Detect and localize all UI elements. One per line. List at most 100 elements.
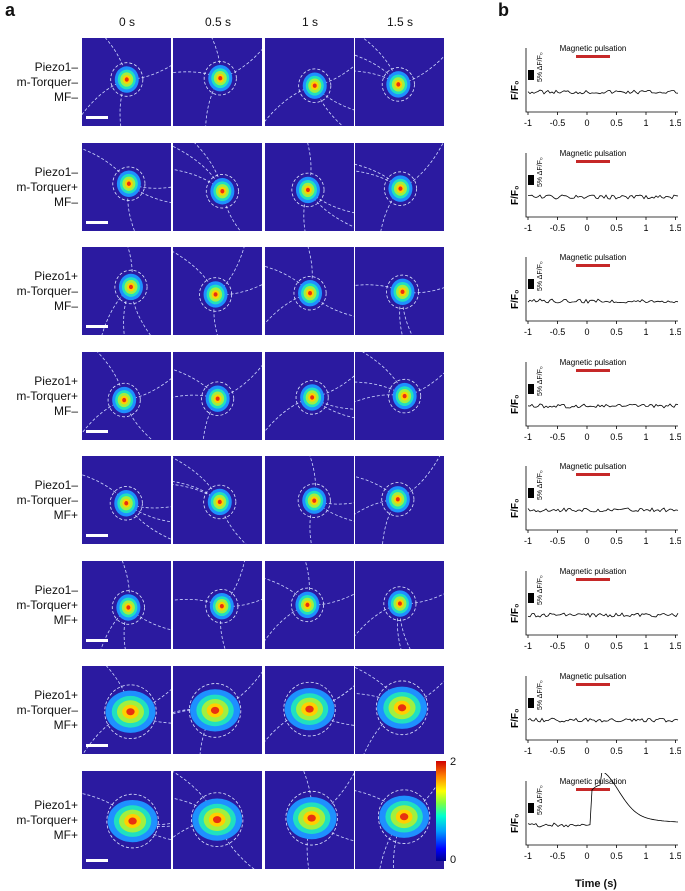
x-tick-label: -1 <box>524 327 532 337</box>
stimulus-bar <box>576 473 610 476</box>
x-tick-label: -0.5 <box>550 746 566 756</box>
row-label-line: Piezo1– <box>34 583 78 597</box>
cell-image <box>173 671 262 754</box>
cell-intensity-layer <box>402 393 407 399</box>
trace-ylabel: F/F₀ <box>510 498 521 518</box>
cell-outline <box>295 380 329 415</box>
x-tick-label: 1.5 <box>669 746 681 756</box>
trace-xlabel: Time (s) <box>575 878 617 890</box>
row-label-line: m-Torquer+ <box>16 180 78 194</box>
row-label: Piezo1+ m-Torquer+ MF– <box>2 374 78 419</box>
stimulus-label: Magnetic pulsation <box>560 44 627 53</box>
x-tick-label: 0 <box>584 327 589 337</box>
x-tick-label: 1.5 <box>669 432 681 442</box>
row-label-line: Piezo1– <box>34 60 78 74</box>
scale-bar-trace <box>528 698 534 708</box>
time-label: 1.5 s <box>386 15 413 29</box>
fluorescence-image-tile <box>173 561 262 649</box>
stimulus-bar <box>576 55 610 58</box>
trace-panel: -1 -0.5 0 0.5 1 1.5 F/F₀ 5% ΔF/F₀ Magnetic pulsa… <box>506 354 682 450</box>
trace-scale-label: 5% ΔF/F₀ <box>537 366 544 396</box>
row-label-line: Piezo1+ <box>34 798 78 812</box>
row-label-line: Piezo1– <box>34 478 78 492</box>
scale-bar-trace <box>528 488 534 498</box>
cell-intensity-layer <box>395 497 400 502</box>
cell-intensity-layer <box>305 602 310 608</box>
x-tick-label: 0 <box>584 641 589 651</box>
cell-image <box>100 561 171 649</box>
x-tick-label: 0 <box>584 851 589 861</box>
cell-image <box>297 456 354 544</box>
fluorescence-image-tile <box>355 247 444 335</box>
fluorescence-image-tile <box>82 352 171 440</box>
x-tick-label: -1 <box>524 118 532 128</box>
cell-image <box>173 364 262 440</box>
x-tick-label: 0.5 <box>610 223 623 233</box>
cell-image <box>265 247 354 325</box>
cell-outline <box>191 792 244 847</box>
x-tick-label: 1 <box>643 223 648 233</box>
cell-image <box>285 771 354 869</box>
fluorescence-image-tile <box>355 666 444 754</box>
x-tick-label: -1 <box>524 223 532 233</box>
trace-panel: -1 -0.5 0 0.5 1 1.5 F/F₀ 5% ΔF/F₀ Magnetic pulsa… <box>506 40 682 136</box>
cell-image <box>265 65 354 126</box>
row-label: Piezo1– m-Torquer+ MF– <box>2 165 78 210</box>
x-tick-label: 1 <box>643 327 648 337</box>
cell-image <box>82 474 171 540</box>
row-label-line: m-Torquer– <box>16 703 78 717</box>
scale-bar <box>86 430 108 433</box>
stimulus-label: Magnetic pulsation <box>560 253 627 262</box>
trace-axes <box>525 781 678 846</box>
row-label-line: Piezo1+ <box>34 374 78 388</box>
cell-intensity-layer <box>308 290 313 296</box>
cell-outline <box>111 590 145 625</box>
x-tick-label: -0.5 <box>550 432 566 442</box>
cell-image <box>173 247 262 335</box>
x-tick-label: -0.5 <box>550 327 566 337</box>
time-label: 0.5 s <box>204 15 231 29</box>
cell-intensity-layer <box>307 814 316 822</box>
x-tick-label: -1 <box>524 641 532 651</box>
x-tick-label: 0 <box>584 746 589 756</box>
cell-intensity-layer <box>215 396 220 401</box>
x-tick-label: 0.5 <box>610 746 623 756</box>
fluorescence-image-tile <box>173 771 262 869</box>
row-label-line: MF– <box>54 404 78 418</box>
x-tick-label: 1 <box>643 432 648 442</box>
fluorescence-image-tile <box>265 352 354 440</box>
trace-axes <box>525 257 678 322</box>
cell-intensity-layer <box>397 601 402 606</box>
cell-intensity-layer <box>397 704 407 712</box>
cell-outline <box>107 382 141 418</box>
colorbar-max-label: 2 <box>450 756 457 768</box>
cell-image <box>355 666 444 754</box>
cell-image <box>355 143 444 231</box>
scale-bar-trace <box>528 175 534 185</box>
trace-panel: -1 -0.5 0 0.5 1 1.5 F/F₀ 5% ΔF/F₀ Magnetic pulsa… <box>506 563 682 659</box>
fluorescence-image-tile <box>265 247 354 335</box>
x-tick-label: 1.5 <box>669 536 681 546</box>
scale-bar-trace <box>528 70 534 80</box>
cell-image <box>173 38 262 126</box>
fluorescence-image-tile <box>355 456 444 544</box>
x-tick-label: -0.5 <box>550 223 566 233</box>
cell-image <box>265 561 354 642</box>
fluorescence-image-tile <box>265 143 354 231</box>
fluorescence-trace <box>527 403 679 409</box>
x-tick-label: 0.5 <box>610 432 623 442</box>
x-tick-label: 1.5 <box>669 851 681 861</box>
trace-plot: -1 -0.5 0 0.5 1 1.5 F/F₀ 5% ΔF/F₀ Magnetic pulsa… <box>510 358 682 442</box>
cell-outline <box>199 277 233 312</box>
x-tick-label: 0 <box>584 536 589 546</box>
stimulus-bar <box>576 160 610 163</box>
cell-image <box>82 148 171 231</box>
row-label: Piezo1+ m-Torquer– MF– <box>2 269 78 314</box>
fluorescence-image-tile <box>355 771 444 869</box>
cell-image <box>101 247 151 335</box>
cell-intensity-layer <box>210 706 220 714</box>
fluorescence-image-tile <box>355 143 444 231</box>
row-label-line: m-Torquer– <box>16 75 78 89</box>
row-label: Piezo1– m-Torquer– MF+ <box>2 478 78 523</box>
fluorescence-image-tile <box>173 666 262 754</box>
